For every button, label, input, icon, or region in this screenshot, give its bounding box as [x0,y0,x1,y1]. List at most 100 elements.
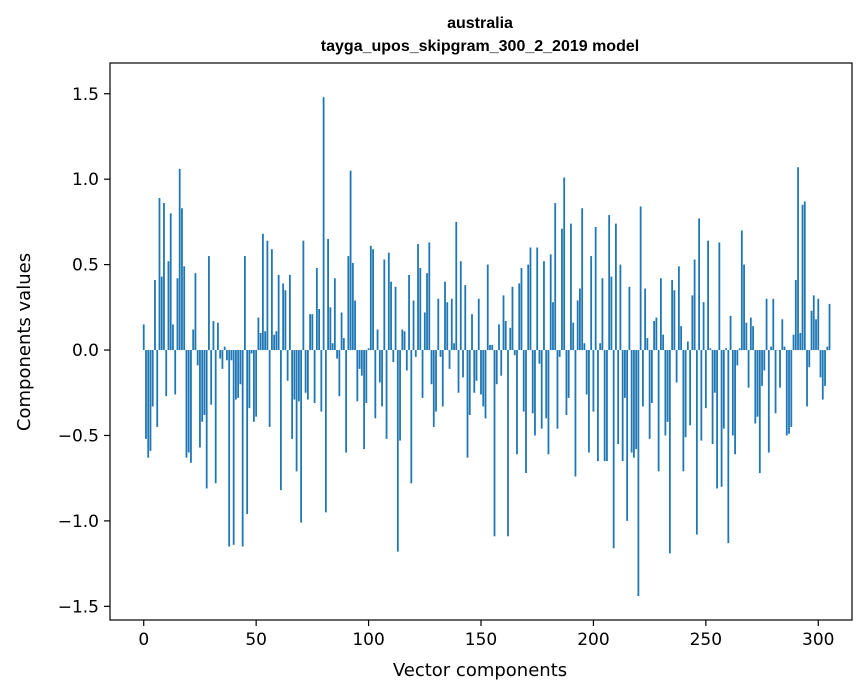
x-tick-label: 150 [465,630,497,650]
bar-198 [588,350,590,453]
bar-265 [739,348,741,350]
bar-143 [464,285,466,350]
bar-167 [518,283,520,350]
x-tick-label: 300 [802,630,834,650]
bar-120 [413,300,415,350]
bar-300 [817,299,819,350]
bar-26 [201,350,203,422]
bar-217 [631,350,633,453]
bar-93 [352,263,354,350]
bar-298 [813,295,815,350]
bar-32 [215,350,217,483]
bar-21 [190,350,192,463]
bar-285 [784,347,786,350]
bar-160 [503,295,505,350]
bar-288 [790,350,792,427]
bar-277 [766,299,768,350]
y-axis-ticks: −1.5−1.0−0.50.00.51.01.5 [58,85,110,618]
bar-290 [795,280,797,350]
bar-31 [213,321,215,350]
y-axis-label: Components values [14,253,35,431]
bar-229 [658,350,660,471]
bar-65 [289,275,291,350]
bar-47 [249,350,251,408]
bar-176 [539,350,541,364]
bar-157 [496,350,498,384]
bar-73 [307,350,309,400]
bar-233 [667,350,669,422]
bar-45 [244,256,246,350]
bar-110 [390,282,392,350]
bar-162 [507,350,509,536]
bar-170 [525,350,527,473]
bar-280 [772,299,774,350]
bar-128 [431,350,433,384]
bar-149 [478,299,480,350]
bar-94 [354,300,356,350]
bar-224 [646,338,648,350]
bar-256 [718,242,720,350]
bar-71 [302,241,304,350]
bar-180 [548,350,550,454]
bar-76 [314,350,316,403]
bar-105 [379,350,381,382]
bar-40 [233,350,235,545]
bar-182 [552,302,554,350]
bar-11 [168,261,170,350]
bar-55 [266,241,268,350]
bar-50 [255,350,257,417]
bar-130 [435,350,437,412]
bar-164 [512,287,514,350]
bar-225 [649,350,651,439]
bar-117 [406,350,408,371]
bar-276 [763,350,765,371]
bar-66 [291,350,293,439]
y-tick-label: 0.0 [72,341,99,361]
bar-254 [714,350,716,393]
bar-124 [422,350,424,398]
bar-23 [195,273,197,350]
bar-279 [770,347,772,350]
bar-121 [415,350,417,357]
bar-68 [296,350,298,471]
bar-125 [424,312,426,350]
bar-60 [278,275,280,350]
bar-82 [327,239,329,350]
bar-219 [635,350,637,449]
bar-135 [446,302,448,350]
bar-9 [163,203,165,350]
bar-241 [685,350,687,437]
y-tick-label: −1.5 [58,597,99,617]
bar-301 [820,350,822,377]
bar-140 [458,350,460,393]
bar-212 [620,265,622,350]
bar-299 [815,319,817,350]
bar-84 [332,343,334,350]
bar-74 [309,314,311,350]
bar-37 [226,350,228,360]
bar-153 [487,265,489,350]
bar-133 [442,350,444,406]
bar-115 [401,330,403,351]
bar-78 [318,309,320,350]
bar-75 [311,314,313,350]
bar-255 [716,350,718,488]
bar-134 [444,282,446,350]
bar-178 [543,261,545,350]
bar-62 [282,283,284,350]
bar-6 [156,350,158,427]
bar-237 [676,350,678,382]
bar-189 [568,350,570,398]
bar-2 [147,350,149,458]
bar-16 [179,169,181,350]
bar-series [143,97,831,596]
bar-142 [462,350,464,377]
bar-158 [498,324,500,350]
bar-275 [761,350,763,386]
bar-141 [460,261,462,350]
bar-81 [325,350,327,512]
bar-232 [664,350,666,435]
bar-191 [572,323,574,350]
bar-122 [417,244,419,350]
